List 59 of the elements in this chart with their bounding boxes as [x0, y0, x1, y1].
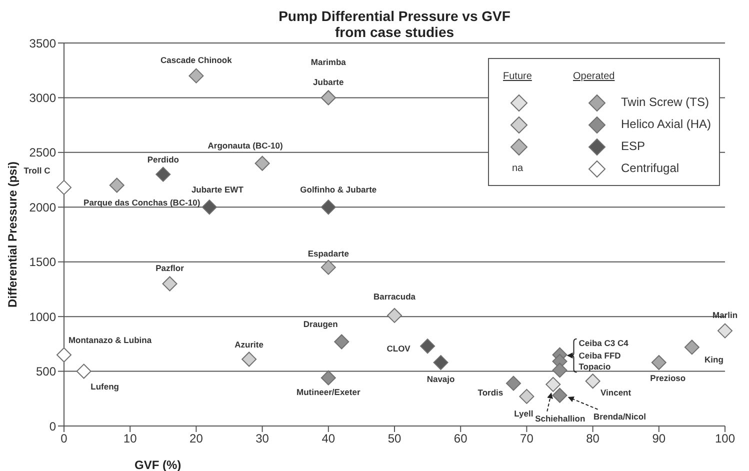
data-label: Vincent [600, 387, 632, 398]
chart-title: Pump Differential Pressure vs GVF [278, 8, 512, 24]
data-label: Jubarte [313, 76, 344, 87]
annotation: Operated [573, 71, 615, 82]
data-label: CLOV [386, 343, 411, 354]
y-tick-label: 1500 [29, 255, 56, 270]
x-tick-label: 0 [60, 432, 68, 446]
x-tick-label: 30 [256, 432, 270, 446]
y-tick-label: 2500 [29, 146, 56, 160]
x-tick-label: 10 [123, 432, 138, 446]
data-label: Azurite [234, 340, 264, 350]
data-label: Cascade Chinook [160, 55, 232, 66]
x-tick-label: 60 [454, 432, 468, 446]
x-tick-label: 20 [190, 432, 204, 446]
legend-label: Helico Axial (HA) [621, 117, 712, 131]
data-label: Ceiba FFD [578, 350, 621, 361]
data-label: Argonauta (BC-10) [208, 140, 284, 151]
data-label: Troll C [24, 166, 50, 176]
legend-label: Twin Screw (TS) [621, 95, 710, 109]
data-label: Marlin [712, 310, 738, 320]
data-label: Topacio [578, 361, 611, 372]
data-label: Brenda/Nicol [594, 412, 646, 422]
data-label: Parque das Conchas (BC-10) [84, 198, 200, 208]
y-tick-label: 500 [36, 364, 56, 379]
y-tick-label: 2000 [29, 200, 56, 214]
data-label: Tordis [478, 388, 504, 398]
data-label: Montanazo & Lubina [68, 335, 152, 346]
x-tick-label: 50 [388, 432, 402, 446]
y-tick-label: 3000 [29, 90, 56, 105]
chart-subtitle: from case studies [334, 24, 456, 40]
x-tick-label: 100 [714, 432, 736, 446]
data-label: Schiehallion [535, 414, 586, 424]
y-axis-title: Differential Pressure (psi) [5, 161, 20, 308]
data-label: Barracuda [373, 292, 416, 302]
data-label: Marimba [310, 56, 346, 67]
annotation: na [512, 163, 524, 174]
legend-label: Centrifugal [621, 161, 680, 175]
data-label: Espadarte [308, 248, 350, 259]
data-label: Navajo [426, 374, 455, 384]
data-label: Golfinho & Jubarte [300, 184, 377, 194]
data-label: Pazflor [156, 262, 185, 273]
y-tick-label: 0 [49, 419, 56, 434]
data-label: Prezioso [650, 372, 686, 383]
data-label: Perdido [147, 154, 179, 165]
x-tick-label: 90 [652, 432, 666, 446]
annotation: Future [503, 71, 532, 82]
x-tick-label: 40 [322, 432, 336, 446]
data-label: Ceiba C3 C4 [578, 338, 629, 348]
data-label: Draugen [303, 318, 338, 329]
x-tick-label: 80 [586, 432, 600, 446]
data-label: King [704, 354, 724, 364]
data-label: Lufeng [90, 382, 119, 392]
data-label: Jubarte EWT [191, 184, 244, 194]
data-label: Lyell [514, 408, 534, 419]
data-label: Mutineer/Exeter [296, 387, 361, 398]
y-tick-label: 3500 [29, 36, 56, 50]
y-tick-label: 1000 [29, 310, 56, 324]
x-tick-label: 70 [520, 432, 534, 446]
legend-label: ESP [621, 139, 646, 153]
